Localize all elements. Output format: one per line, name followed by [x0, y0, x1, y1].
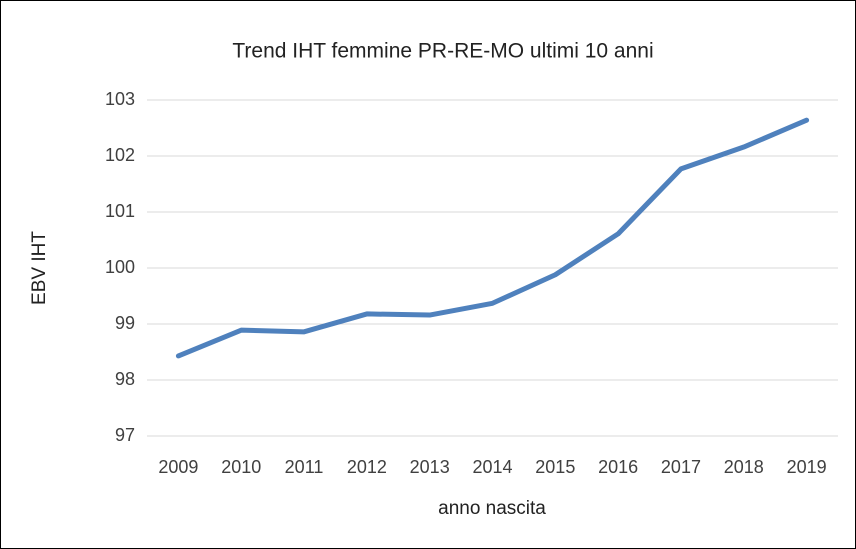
y-tick-label: 97 [115, 425, 135, 445]
y-axis-label: EBV IHT [29, 231, 50, 305]
x-tick-label: 2011 [285, 457, 324, 477]
data-line [175, 117, 810, 359]
x-tick-label: 2017 [661, 457, 701, 477]
y-tick-label: 100 [105, 257, 135, 277]
y-tick-label: 98 [115, 369, 135, 389]
x-tick-label: 2018 [724, 457, 764, 477]
x-tick-label: 2010 [221, 457, 261, 477]
y-tick-label: 102 [105, 145, 135, 165]
x-tick-label: 2012 [347, 457, 387, 477]
y-tick-label: 103 [105, 89, 135, 109]
x-tick-label: 2009 [158, 457, 198, 477]
x-axis-label: anno nascita [438, 498, 546, 519]
x-tick-label: 2014 [472, 457, 512, 477]
x-tick-label: 2015 [535, 457, 575, 477]
y-tick-label: 99 [115, 313, 135, 333]
y-tick-label: 101 [105, 201, 135, 221]
x-tick-label: 2013 [410, 457, 450, 477]
x-tick-label: 2016 [598, 457, 638, 477]
x-tick-label: 2019 [787, 457, 827, 477]
chart-title: Trend IHT femmine PR-RE-MO ultimi 10 ann… [232, 40, 653, 63]
